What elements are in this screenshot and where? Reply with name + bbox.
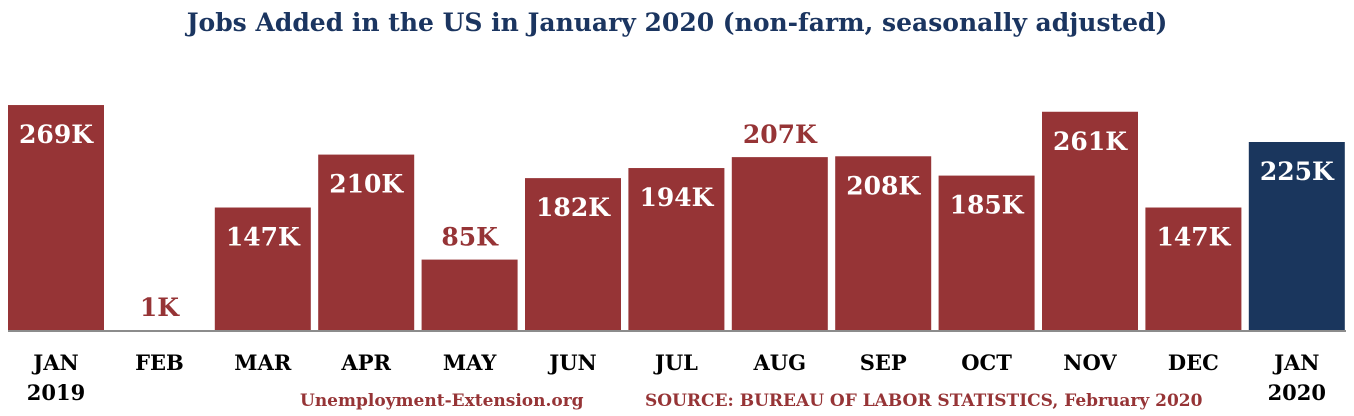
bar-3	[318, 154, 415, 331]
value-label-4: 85K	[441, 223, 499, 252]
category-label-10-0: NOV	[1063, 350, 1117, 375]
bar-5	[525, 178, 621, 331]
chart-title: Jobs Added in the US in January 2020 (no…	[186, 8, 1168, 37]
category-label-0-1: 2019	[27, 380, 85, 405]
category-label-2-0: MAR	[234, 350, 292, 375]
footer-source: SOURCE: BUREAU OF LABOR STATISTICS, Febr…	[645, 391, 1203, 411]
bar-9	[938, 175, 1035, 331]
value-label-10: 261K	[1053, 127, 1128, 156]
value-label-5: 182K	[536, 193, 611, 222]
bar-0	[8, 105, 104, 331]
value-label-2: 147K	[226, 223, 301, 252]
value-label-3: 210K	[329, 170, 404, 199]
category-labels-group: JAN 2019 FEB MAR APR MAY JUN JUL AUG SEP OCT NOV DEC…	[27, 350, 1326, 405]
value-label-8: 208K	[846, 171, 921, 200]
value-label-11: 147K	[1156, 223, 1231, 252]
category-label-8-0: SEP	[860, 350, 907, 375]
value-label-0: 269K	[19, 120, 94, 149]
bar-11	[1145, 207, 1242, 331]
category-label-12-0: JAN	[1272, 350, 1319, 375]
bar-6	[628, 168, 725, 331]
category-label-9-0: OCT	[961, 350, 1012, 375]
category-label-1-0: FEB	[135, 350, 184, 375]
bar-12	[1248, 142, 1345, 331]
bar-4	[421, 259, 518, 331]
value-labels-group: 269K 1K 147K 210K 85K 182K 194K 207K 208K 185K 261…	[19, 120, 1335, 322]
category-label-0-0: JAN	[31, 350, 78, 375]
category-label-4-0: MAY	[443, 350, 497, 375]
category-label-3-0: APR	[340, 350, 391, 375]
value-label-7: 207K	[743, 120, 818, 149]
category-label-11-0: DEC	[1168, 350, 1219, 375]
bar-8	[835, 156, 932, 331]
value-label-9: 185K	[950, 191, 1025, 220]
category-label-5-0: JUN	[547, 350, 596, 375]
bars-group	[8, 105, 1345, 331]
category-label-12-1: 2020	[1268, 380, 1326, 405]
value-label-1: 1K	[140, 293, 180, 322]
category-label-6-0: JUL	[653, 350, 698, 375]
bar-7	[731, 157, 828, 331]
bar-10	[1042, 111, 1138, 331]
category-label-7-0: AUG	[753, 350, 807, 375]
value-label-6: 194K	[639, 183, 714, 212]
value-label-12: 225K	[1260, 157, 1335, 186]
bar-2	[214, 207, 311, 331]
footer-site: Unemployment-Extension.org	[300, 391, 584, 411]
